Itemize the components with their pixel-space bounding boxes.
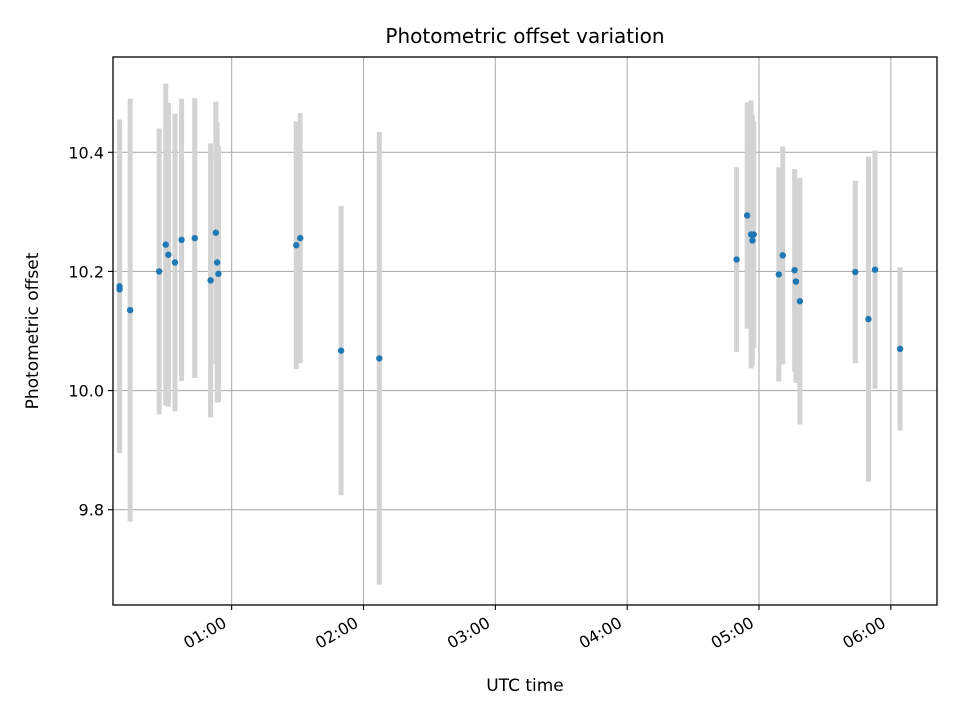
- data-point: [775, 271, 782, 278]
- y-tick-label: 10.4: [68, 143, 104, 162]
- data-point: [337, 347, 345, 354]
- data-point: [750, 231, 757, 238]
- data-point: [116, 286, 123, 293]
- data-point: [865, 315, 872, 323]
- data-point: [896, 345, 904, 353]
- data-point: [215, 270, 222, 278]
- data-point: [791, 267, 798, 274]
- x-tick-label: 06:00: [839, 613, 888, 653]
- data-point: [779, 252, 786, 259]
- x-axis-ticks: 01:00 02:00 03:00 04:00 05:00 06:00: [180, 605, 892, 653]
- data-point: [297, 234, 304, 242]
- x-axis-label: UTC time: [486, 676, 564, 696]
- data-point: [743, 212, 751, 219]
- data-point: [155, 268, 163, 275]
- y-axis-label: Photometric offset: [23, 252, 43, 409]
- y-axis-ticks: 9.8 10.0 10.2 10.4: [68, 143, 113, 520]
- data-point: [749, 237, 756, 244]
- data-point: [293, 242, 300, 249]
- x-tick-label: 04:00: [576, 613, 625, 653]
- x-tick-label: 02:00: [312, 613, 361, 653]
- x-tick-label: 01:00: [180, 613, 229, 653]
- data-point: [212, 229, 220, 236]
- data-point: [178, 236, 185, 244]
- data-point: [207, 277, 214, 284]
- chart-title: Photometric offset variation: [385, 24, 664, 48]
- data-point: [165, 251, 172, 258]
- data-point: [171, 259, 179, 266]
- grid-lines: [113, 57, 937, 605]
- data-points: [116, 212, 904, 362]
- data-point: [852, 268, 859, 276]
- data-point: [733, 256, 740, 263]
- y-tick-label: 9.8: [79, 501, 104, 520]
- y-tick-label: 10.2: [68, 262, 104, 281]
- data-point: [162, 241, 169, 248]
- x-tick-label: 03:00: [444, 613, 493, 653]
- y-tick-label: 10.0: [68, 382, 104, 401]
- data-point: [213, 259, 221, 266]
- plot-area-frame: [112, 56, 938, 606]
- data-point: [191, 234, 198, 242]
- data-point: [126, 306, 134, 314]
- data-point: [376, 355, 383, 362]
- data-point: [792, 278, 800, 285]
- x-tick-label: 05:00: [708, 613, 757, 653]
- data-point: [871, 266, 879, 273]
- data-point: [796, 298, 804, 305]
